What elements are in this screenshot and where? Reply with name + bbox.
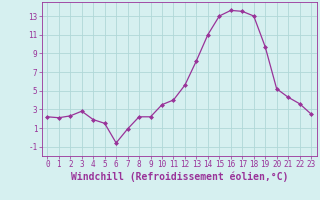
X-axis label: Windchill (Refroidissement éolien,°C): Windchill (Refroidissement éolien,°C) (70, 172, 288, 182)
